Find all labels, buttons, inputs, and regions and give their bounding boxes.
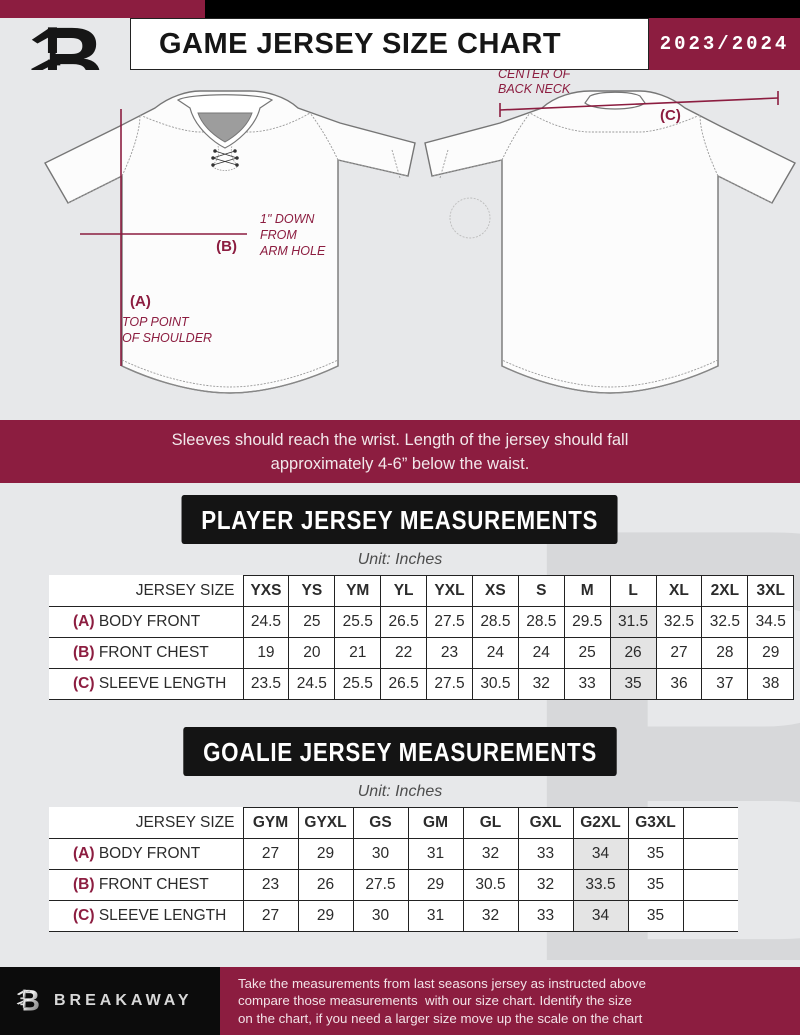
svg-text:BACK NECK: BACK NECK <box>498 82 571 96</box>
svg-text:OF SHOULDER: OF SHOULDER <box>122 331 212 345</box>
svg-text:ARM HOLE: ARM HOLE <box>259 244 326 258</box>
svg-text:TOP POINT: TOP POINT <box>122 315 190 329</box>
svg-text:(A): (A) <box>130 293 151 310</box>
svg-text:1" DOWN: 1" DOWN <box>260 212 315 226</box>
svg-text:(B): (B) <box>216 238 237 255</box>
svg-text:CENTER OF: CENTER OF <box>498 70 572 81</box>
svg-text:FROM: FROM <box>260 228 297 242</box>
svg-text:(C): (C) <box>660 107 681 124</box>
